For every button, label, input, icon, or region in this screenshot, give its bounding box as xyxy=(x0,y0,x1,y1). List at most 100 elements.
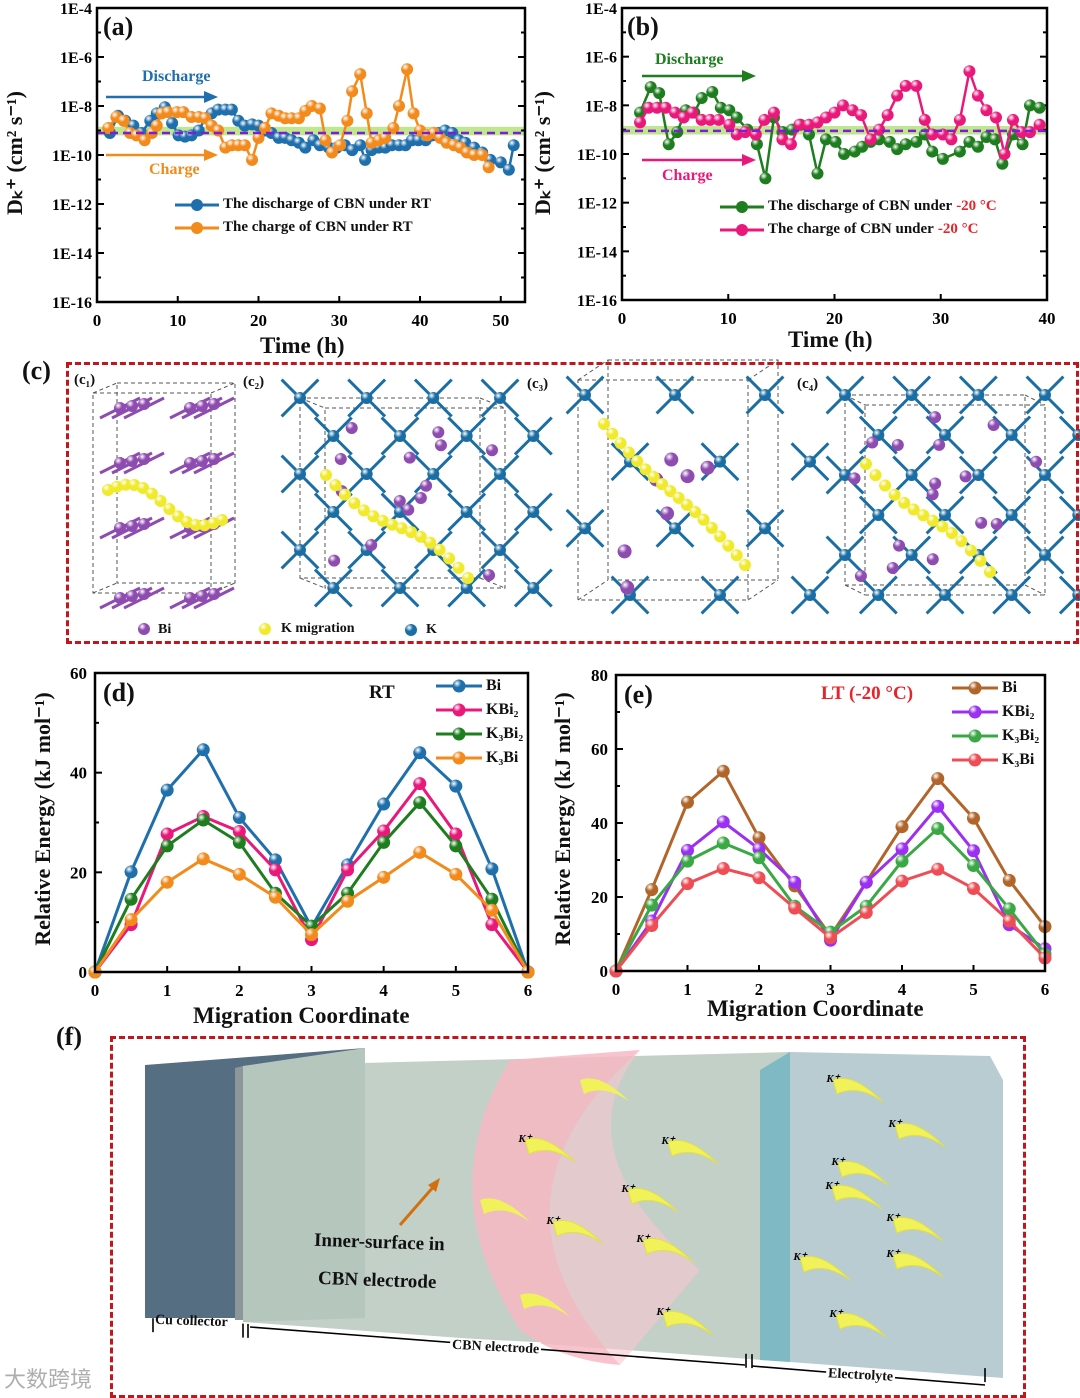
inner-surface-arrow xyxy=(398,1184,437,1226)
data-point xyxy=(212,124,225,137)
data-point xyxy=(752,851,766,865)
data-point xyxy=(931,822,945,836)
bi-atom xyxy=(959,470,972,483)
k-migration-atom xyxy=(955,535,968,548)
data-point xyxy=(507,139,520,152)
data-point xyxy=(160,783,174,797)
data-point xyxy=(659,101,672,114)
k-migration-atom xyxy=(386,518,399,531)
y-tick-label: 1E-16 xyxy=(52,295,92,312)
data-point xyxy=(759,172,772,185)
data-point xyxy=(873,133,886,146)
data-point xyxy=(341,114,354,127)
k-ion-label: K⁺ xyxy=(545,1215,560,1227)
series-line-2 xyxy=(93,800,530,973)
data-point xyxy=(387,122,400,135)
data-point xyxy=(645,883,659,897)
k-atom xyxy=(839,549,851,561)
data-point xyxy=(377,835,391,849)
unit-cell-edge xyxy=(1024,394,1046,406)
bi-atom xyxy=(893,539,906,552)
k-ion-label: K⁺ xyxy=(620,1183,635,1195)
data-point xyxy=(305,928,318,942)
unit-cell-edge xyxy=(324,407,506,589)
data-point xyxy=(996,157,1009,170)
y-tick-label: 1E-12 xyxy=(52,197,92,214)
bi-atom xyxy=(987,419,1000,432)
data-point xyxy=(485,918,499,932)
k-atom xyxy=(579,389,591,401)
data-point xyxy=(341,894,355,908)
k-ion-label: K⁺ xyxy=(828,1308,843,1320)
data-point xyxy=(160,839,174,853)
k-atom xyxy=(839,469,851,481)
data-point xyxy=(346,85,359,98)
data-point xyxy=(936,152,949,165)
y-tick-label: 60 xyxy=(591,740,608,759)
data-point xyxy=(967,844,980,858)
x-tick-label: 30 xyxy=(932,309,949,328)
data-point xyxy=(160,875,174,889)
k-ion-icon xyxy=(662,1310,714,1336)
y-tick-label: 40 xyxy=(591,814,608,833)
bi-atom xyxy=(891,438,904,451)
data-point xyxy=(334,139,347,152)
k-atom xyxy=(804,455,816,468)
k-migration-atom xyxy=(860,458,872,470)
legend-label: K₃Bi xyxy=(1002,751,1035,768)
data-point xyxy=(758,113,771,126)
data-point xyxy=(341,863,355,877)
data-point xyxy=(1015,126,1028,139)
bi-atom xyxy=(926,553,939,566)
k-migration-atom xyxy=(907,503,920,516)
panel-c-label: (c) xyxy=(22,356,51,385)
k-atom xyxy=(759,389,771,401)
data-point xyxy=(1002,873,1016,887)
k-atom xyxy=(905,389,918,401)
data-point xyxy=(634,116,647,129)
y-tick-label: 1E-10 xyxy=(52,148,92,165)
legend-label: K₃Bi xyxy=(486,749,519,766)
legend-label: KBi₂ xyxy=(1002,703,1035,720)
data-point xyxy=(413,777,427,791)
k-migration-atom xyxy=(145,487,158,500)
k-atom xyxy=(294,544,306,556)
bi-atom xyxy=(196,590,208,602)
y-tick-label: 1E-8 xyxy=(585,98,617,115)
k-atom xyxy=(294,468,306,480)
data-point xyxy=(413,746,427,760)
data-point xyxy=(407,107,420,120)
data-point xyxy=(945,133,958,146)
y-tick-label: 1E-4 xyxy=(60,1,92,18)
data-point xyxy=(788,901,802,915)
data-point xyxy=(642,101,655,114)
data-point xyxy=(730,111,743,124)
data-point xyxy=(931,862,945,876)
bi-atom xyxy=(620,580,635,595)
k-migration-atom xyxy=(964,544,977,557)
legend-marker-pink xyxy=(720,223,764,236)
series-line-3 xyxy=(93,850,530,973)
legend-item: K₃Bi xyxy=(436,749,518,767)
data-point xyxy=(651,101,664,114)
data-point xyxy=(449,839,463,853)
k-migration-atom xyxy=(414,530,427,543)
panel-f-label: (f) xyxy=(56,1022,82,1051)
bi-atom xyxy=(483,569,496,582)
k-ion-label: K⁺ xyxy=(887,1118,902,1130)
legend-item: KBi₂ xyxy=(952,703,1034,721)
charge-annotation-a: Charge xyxy=(149,161,200,178)
sub-label-c1: (c₁) xyxy=(74,372,96,388)
bi-atom xyxy=(420,479,433,492)
legend-temperature: -20 °C xyxy=(937,221,979,237)
data-point xyxy=(379,131,392,144)
k-atom xyxy=(494,468,506,480)
data-point xyxy=(752,871,766,885)
x-tick-label: 5 xyxy=(969,980,978,999)
legend-marker-blue xyxy=(175,198,219,211)
y-tick-label: 1E-10 xyxy=(577,147,617,164)
bi-atom xyxy=(126,590,138,602)
data-point xyxy=(681,795,694,809)
